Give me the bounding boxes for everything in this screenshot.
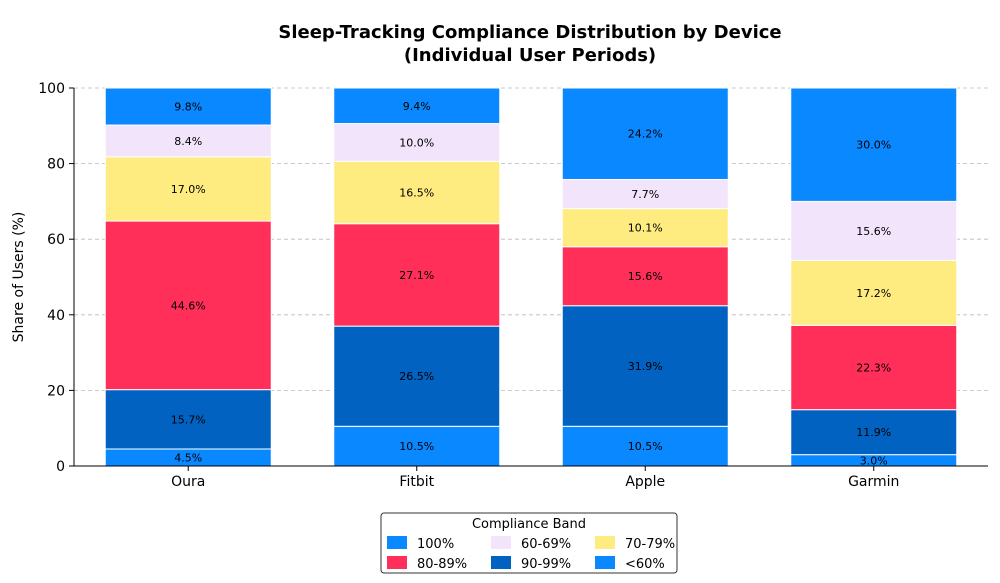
data-label: 8.4% [174,135,202,148]
bar-segment [333,325,501,427]
bar-segment [104,220,272,391]
data-label: 10.5% [399,440,434,453]
bar-segment [561,87,729,180]
data-label: 9.8% [174,101,202,114]
legend-swatch [491,556,511,569]
bar-segment [104,156,272,222]
y-tick-label: 60 [47,232,65,248]
legend-label: 70-79% [625,537,675,552]
data-label: 3.0% [860,454,888,467]
data-label: 15.7% [171,413,206,426]
data-label: 15.6% [856,225,891,238]
data-label: 11.9% [856,426,891,439]
legend-swatch [387,536,407,549]
legend-swatch [387,556,407,569]
chart-subtitle: (Individual User Periods) [404,45,656,66]
legend-swatch [595,536,615,549]
data-label: 10.1% [628,222,663,235]
y-tick-label: 80 [47,157,65,173]
bar-segment [561,246,729,307]
legend-title: Compliance Band [472,517,586,532]
data-label: 44.6% [171,299,206,312]
legend-label: 60-69% [521,537,571,552]
data-label: 26.5% [399,370,434,383]
bar-segment [790,409,958,456]
data-label: 9.4% [403,100,431,113]
legend-label: 80-89% [417,557,467,572]
x-tick-label: Apple [625,474,665,490]
legend-swatch [491,536,511,549]
data-label: 30.0% [856,139,891,152]
x-tick-label: Oura [171,474,205,490]
bar-segment [104,389,272,450]
data-label: 10.5% [628,440,663,453]
data-label: 7.7% [631,188,659,201]
bar-segment [790,259,958,326]
bar-segment [561,305,729,427]
bar-segment [561,208,729,248]
y-tick-label: 20 [47,383,65,399]
x-tick-label: Fitbit [399,474,434,490]
data-label: 16.5% [399,187,434,200]
data-label: 31.9% [628,360,663,373]
y-tick-label: 100 [38,81,65,97]
legend-label: 100% [417,537,454,552]
bar-segment [561,178,729,210]
bar-segment [333,123,501,162]
legend-label: <60% [625,557,665,572]
x-tick-label: Garmin [848,474,899,490]
bar-segment [790,87,958,202]
y-axis-label: Share of Users (%) [11,212,27,343]
legend-swatch [595,556,615,569]
data-label: 27.1% [399,269,434,282]
data-label: 4.5% [174,451,202,464]
data-label: 10.0% [399,136,434,149]
data-label: 22.3% [856,362,891,375]
data-label: 17.2% [856,287,891,300]
y-tick-label: 0 [56,459,65,475]
legend-label: 90-99% [521,557,571,572]
chart-title: Sleep-Tracking Compliance Distribution b… [278,22,781,43]
data-label: 24.2% [628,128,663,141]
bar-segment [561,425,729,467]
bar-segment [104,124,272,158]
bar-segment [790,324,958,411]
bar-segment [790,200,958,261]
bar-segment [104,87,272,126]
data-label: 15.6% [628,270,663,283]
bar-segment [333,223,501,327]
y-tick-label: 40 [47,308,65,324]
bar-segment [333,87,501,125]
data-label: 17.0% [171,183,206,196]
